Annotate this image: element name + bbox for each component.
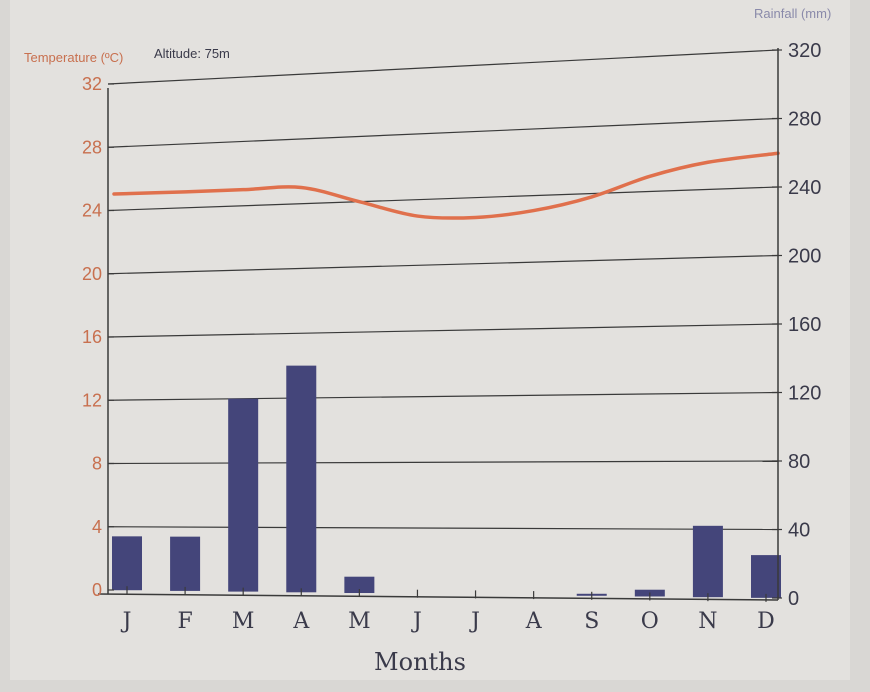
gridline [107,460,779,465]
right-tick-label: 240 [788,177,821,199]
right-tick-label: 160 [788,314,821,336]
left-tick-labels: 0 4 8 12 16 20 24 28 32 [82,74,114,600]
left-tick-label: 12 [82,390,102,410]
x-tick-label: S [584,609,599,634]
rainfall-bar [228,398,259,592]
x-tick-label: A [525,609,543,634]
x-tick-label: O [641,609,659,634]
x-tick-label: M [232,609,255,634]
gridline [107,254,779,275]
x-tick-label: J [121,609,132,634]
right-tick-labels: 0 40 80 120 160 200 240 280 320 [772,40,821,610]
left-tick-label: 16 [82,327,102,347]
left-tick-label: 32 [82,74,102,94]
gridline [107,323,779,338]
left-tick-label: 8 [92,454,102,474]
left-axis-title: Temperature (ºC) [24,50,123,65]
right-tick-label: 40 [788,520,810,542]
gridline [107,117,779,148]
temperature-series-line [112,151,780,220]
rainfall-bars [112,365,781,598]
x-tick-label: N [698,609,717,634]
right-tick-label: 80 [788,451,810,473]
gridline [107,186,779,212]
left-tick-label: 0 [92,580,102,600]
right-tick-label: 120 [788,383,821,405]
altitude-annotation: Altitude: 75m [154,46,230,61]
left-tick-label: 28 [82,137,102,157]
x-tick-label: J [411,609,422,634]
left-tick-label: 20 [82,264,102,284]
left-tick-label: 24 [82,201,102,221]
rainfall-bar [286,365,317,593]
x-tick-label: F [177,609,192,634]
gridline [107,526,779,531]
right-tick-label: 320 [788,40,821,62]
rainfall-bar [751,555,781,598]
gridline [107,391,779,401]
right-axis-title: Rainfall (mm) [754,6,831,21]
x-tick-label: D [757,609,775,634]
left-tick-label: 4 [92,517,102,537]
gridlines [107,49,779,531]
x-axis-line [97,593,779,601]
rainfall-bar [344,576,375,594]
right-tick-label: 0 [788,588,799,610]
x-axis-title: Months [374,648,466,676]
rainfall-bar [112,536,142,591]
x-tick-label: M [348,609,371,634]
right-tick-label: 280 [788,109,821,131]
rainfall-bar [692,525,723,598]
x-tick-label: J [469,609,480,634]
right-tick-label: 200 [788,246,821,268]
rainfall-bar [170,536,201,591]
gridline [107,49,779,85]
x-tick-label: A [292,609,310,634]
temperature-line [112,151,780,220]
